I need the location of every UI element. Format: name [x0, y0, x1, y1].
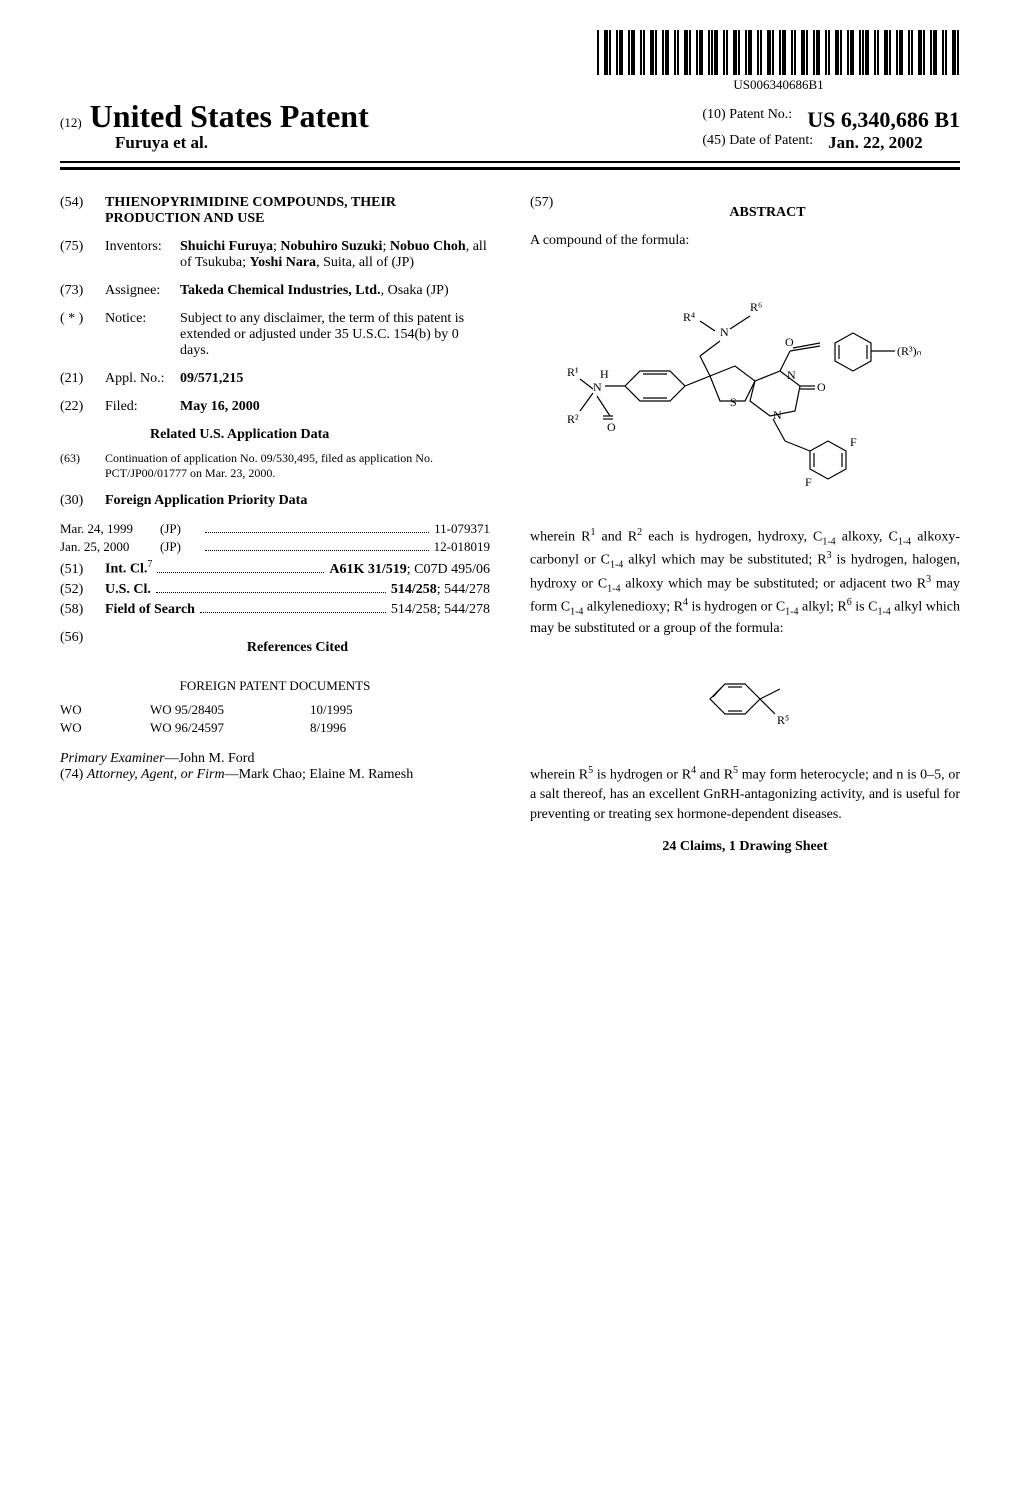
- chemical-structure-small: R⁵: [530, 659, 960, 744]
- field-code-title: (54): [60, 195, 105, 227]
- claims-line: 24 Claims, 1 Drawing Sheet: [530, 839, 960, 855]
- left-column: (54) THIENOPYRIMIDINE COMPOUNDS, THEIR P…: [60, 195, 490, 855]
- continuation-content: Continuation of application No. 09/530,4…: [105, 451, 490, 481]
- patent-title: THIENOPYRIMIDINE COMPOUNDS, THEIR PRODUC…: [105, 195, 490, 227]
- svg-text:F: F: [850, 435, 857, 449]
- field-code-assignee: (73): [60, 283, 105, 299]
- abstract-para1: wherein R1 and R2 each is hydrogen, hydr…: [530, 526, 960, 639]
- barcode-number: US006340686B1: [597, 77, 960, 93]
- date-label: (45) Date of Patent:: [702, 133, 813, 153]
- svg-text:O: O: [607, 420, 616, 434]
- barcode: [597, 30, 960, 75]
- svg-text:O: O: [785, 335, 794, 349]
- svg-text:(R³)ₙ: (R³)ₙ: [897, 344, 922, 358]
- svg-text:O: O: [817, 380, 826, 394]
- refs-subheader: FOREIGN PATENT DOCUMENTS: [60, 678, 490, 694]
- patent-no-label: (10) Patent No.:: [702, 107, 792, 133]
- field-code-refs: (56): [60, 630, 105, 666]
- field-code-foreign: (30): [60, 493, 105, 509]
- abstract-para2: wherein R5 is hydrogen or R4 and R5 may …: [530, 764, 960, 824]
- authors: Furuya et al.: [115, 133, 369, 153]
- field-code-filed: (22): [60, 399, 105, 415]
- svg-text:R⁴: R⁴: [683, 310, 695, 324]
- applno-content: 09/571,215: [180, 371, 490, 387]
- doc-code: (12): [60, 115, 82, 131]
- svg-text:N: N: [720, 325, 729, 339]
- priority-row: Mar. 24, 1999 (JP) 11-079371: [60, 521, 490, 537]
- svg-text:F: F: [805, 475, 812, 489]
- int-cl-row: (51) Int. Cl.7 A61K 31/519; C07D 495/06: [60, 559, 490, 578]
- field-code-applno: (21): [60, 371, 105, 387]
- examiner-row: Primary Examiner—John M. Ford: [60, 751, 490, 767]
- main-title: United States Patent: [90, 98, 369, 135]
- divider: [60, 167, 960, 170]
- abstract-header: ABSTRACT: [575, 205, 960, 221]
- assignee-content: Takeda Chemical Industries, Ltd., Osaka …: [180, 283, 490, 299]
- ref-row: WO WO 96/24597 8/1996: [60, 720, 490, 736]
- field-code-inventors: (75): [60, 239, 105, 271]
- svg-text:N: N: [773, 408, 782, 422]
- related-header: Related U.S. Application Data: [150, 427, 490, 443]
- refs-header: References Cited: [105, 640, 490, 656]
- filed-label: Filed:: [105, 399, 180, 415]
- inventors-label: Inventors:: [105, 239, 180, 271]
- inventors-content: Shuichi Furuya; Nobuhiro Suzuki; Nobuo C…: [180, 239, 490, 271]
- patent-no: US 6,340,686 B1: [807, 107, 960, 133]
- field-code-notice: ( * ): [60, 311, 105, 359]
- svg-text:R¹: R¹: [567, 365, 579, 379]
- applno-label: Appl. No.:: [105, 371, 180, 387]
- svg-text:S: S: [730, 395, 737, 409]
- svg-text:R⁵: R⁵: [777, 713, 789, 727]
- foreign-header: Foreign Application Priority Data: [105, 493, 307, 509]
- field-code-continuation: (63): [60, 451, 105, 481]
- svg-text:N: N: [787, 368, 796, 382]
- svg-text:N: N: [593, 380, 602, 394]
- us-cl-row: (52) U.S. Cl. 514/258; 544/278: [60, 582, 490, 598]
- priority-row: Jan. 25, 2000 (JP) 12-018019: [60, 539, 490, 555]
- date-patent: Jan. 22, 2002: [828, 133, 922, 153]
- filed-content: May 16, 2000: [180, 399, 490, 415]
- barcode-section: US006340686B1: [60, 30, 960, 93]
- chemical-structure-main: N H R² R¹ O S N N: [530, 271, 960, 506]
- svg-text:H: H: [600, 367, 609, 381]
- notice-label: Notice:: [105, 311, 180, 359]
- attorney-row: (74) Attorney, Agent, or Firm—Mark Chao;…: [60, 767, 490, 783]
- assignee-label: Assignee:: [105, 283, 180, 299]
- abstract-code: (57): [530, 195, 575, 231]
- title-row: (12) United States Patent Furuya et al. …: [60, 98, 960, 163]
- svg-text:R²: R²: [567, 412, 579, 426]
- right-column: (57) ABSTRACT A compound of the formula:…: [530, 195, 960, 855]
- abstract-intro: A compound of the formula:: [530, 231, 960, 251]
- ref-row: WO WO 95/28405 10/1995: [60, 702, 490, 718]
- field-search-row: (58) Field of Search 514/258; 544/278: [60, 602, 490, 618]
- notice-content: Subject to any disclaimer, the term of t…: [180, 311, 490, 359]
- svg-text:R⁶: R⁶: [750, 300, 762, 314]
